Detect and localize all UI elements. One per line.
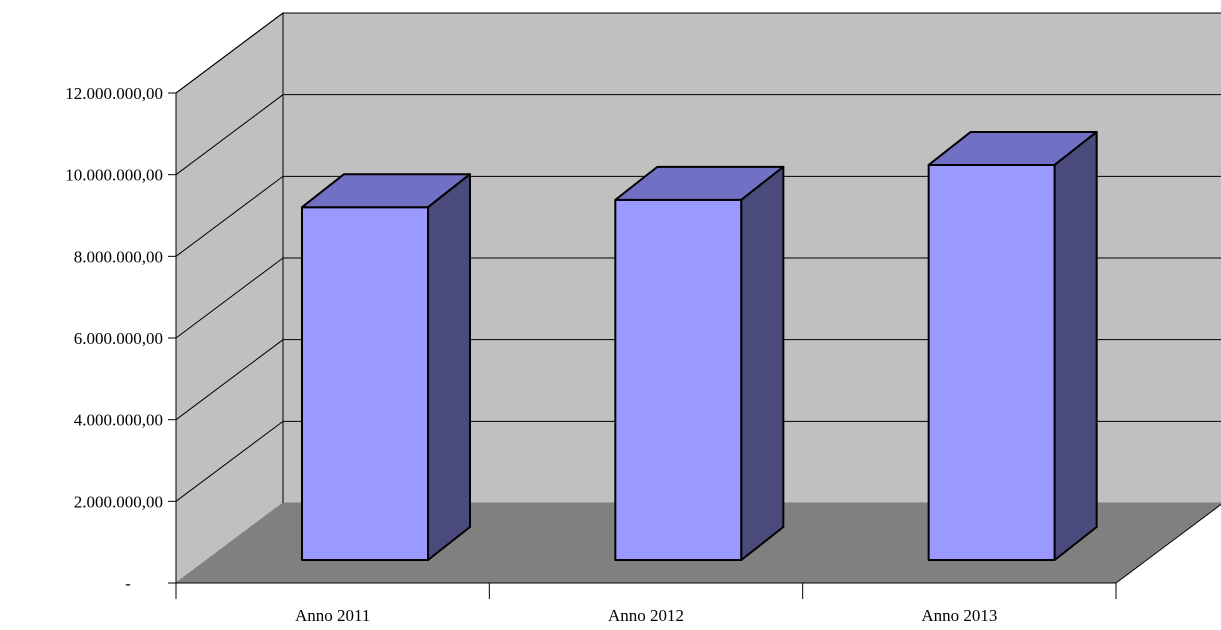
bar-side [740, 165, 785, 561]
x-axis-labels: Anno 2011 Anno 2012 Anno 2013 [295, 606, 997, 625]
gridline [175, 175, 1221, 257]
y-tick-label: 8.000.000,00 [74, 247, 163, 266]
y-tick-label: - [125, 574, 131, 593]
gridline [175, 257, 1221, 339]
gridline [175, 339, 1221, 421]
bar-front [614, 198, 743, 561]
x-category-label: Anno 2011 [295, 606, 370, 625]
x-category-label: Anno 2012 [608, 606, 684, 625]
y-tick-label: 12.000.000,00 [65, 84, 163, 103]
x-category-label: Anno 2013 [921, 606, 997, 625]
y-axis-labels: - 2.000.000,00 4.000.000,00 6.000.000,00 8.0… [65, 84, 163, 593]
bar-side [1053, 130, 1098, 561]
floor-right-edge [1115, 503, 1221, 584]
axes [168, 92, 1221, 599]
bars [301, 130, 1098, 561]
y-tick-label: 10.000.000,00 [65, 166, 163, 185]
y-tick-label: 6.000.000,00 [74, 329, 163, 348]
y-tick-label: 2.000.000,00 [74, 492, 163, 511]
bar [614, 165, 785, 561]
y-tick-label: 4.000.000,00 [74, 411, 163, 430]
gridline [175, 94, 1221, 176]
bar-front [301, 206, 429, 561]
gridline [175, 12, 1221, 94]
bar-front [927, 163, 1056, 561]
bar [301, 173, 471, 561]
bar-side [427, 173, 471, 561]
gridlines [175, 12, 1221, 502]
bar [927, 130, 1098, 561]
gridline [175, 420, 1221, 502]
